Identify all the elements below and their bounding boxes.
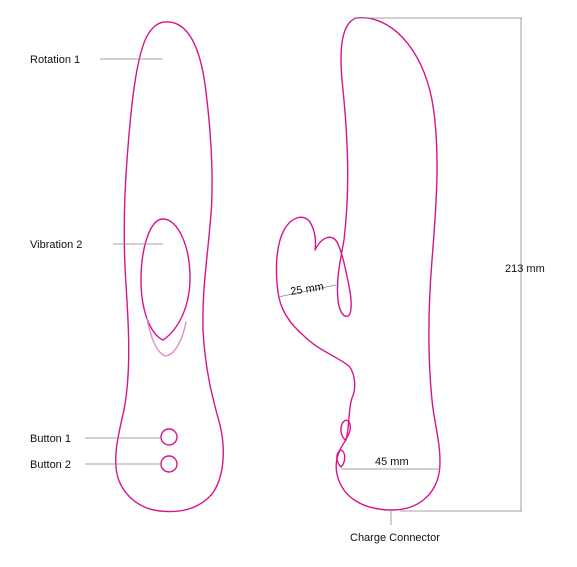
width-25-dimension-line	[277, 284, 337, 298]
vibration-label: Vibration 2	[30, 239, 82, 251]
side-body-outline	[275, 17, 441, 511]
button-2-circle	[160, 455, 178, 473]
button-1-circle	[160, 428, 178, 446]
button-1-label: Button 1	[30, 433, 71, 445]
front-pad-shadow	[146, 318, 187, 357]
front-vibration-pad	[140, 218, 191, 341]
front-view: Rotation 1 Vibration 2 Button 1 Button 2	[30, 21, 224, 513]
side-view: 25 mm 45 mm 213 mm Charge Connector	[275, 17, 545, 544]
front-body-outline	[115, 21, 224, 513]
width-45-label: 45 mm	[375, 456, 409, 468]
rotation-label: Rotation 1	[30, 54, 80, 66]
side-upper-button-bump	[340, 419, 352, 441]
height-label: 213 mm	[505, 263, 545, 275]
width-25-label: 25 mm	[290, 281, 325, 298]
side-lower-button-bump	[336, 449, 346, 468]
button-2-label: Button 2	[30, 459, 71, 471]
charge-connector-label: Charge Connector	[350, 532, 440, 544]
